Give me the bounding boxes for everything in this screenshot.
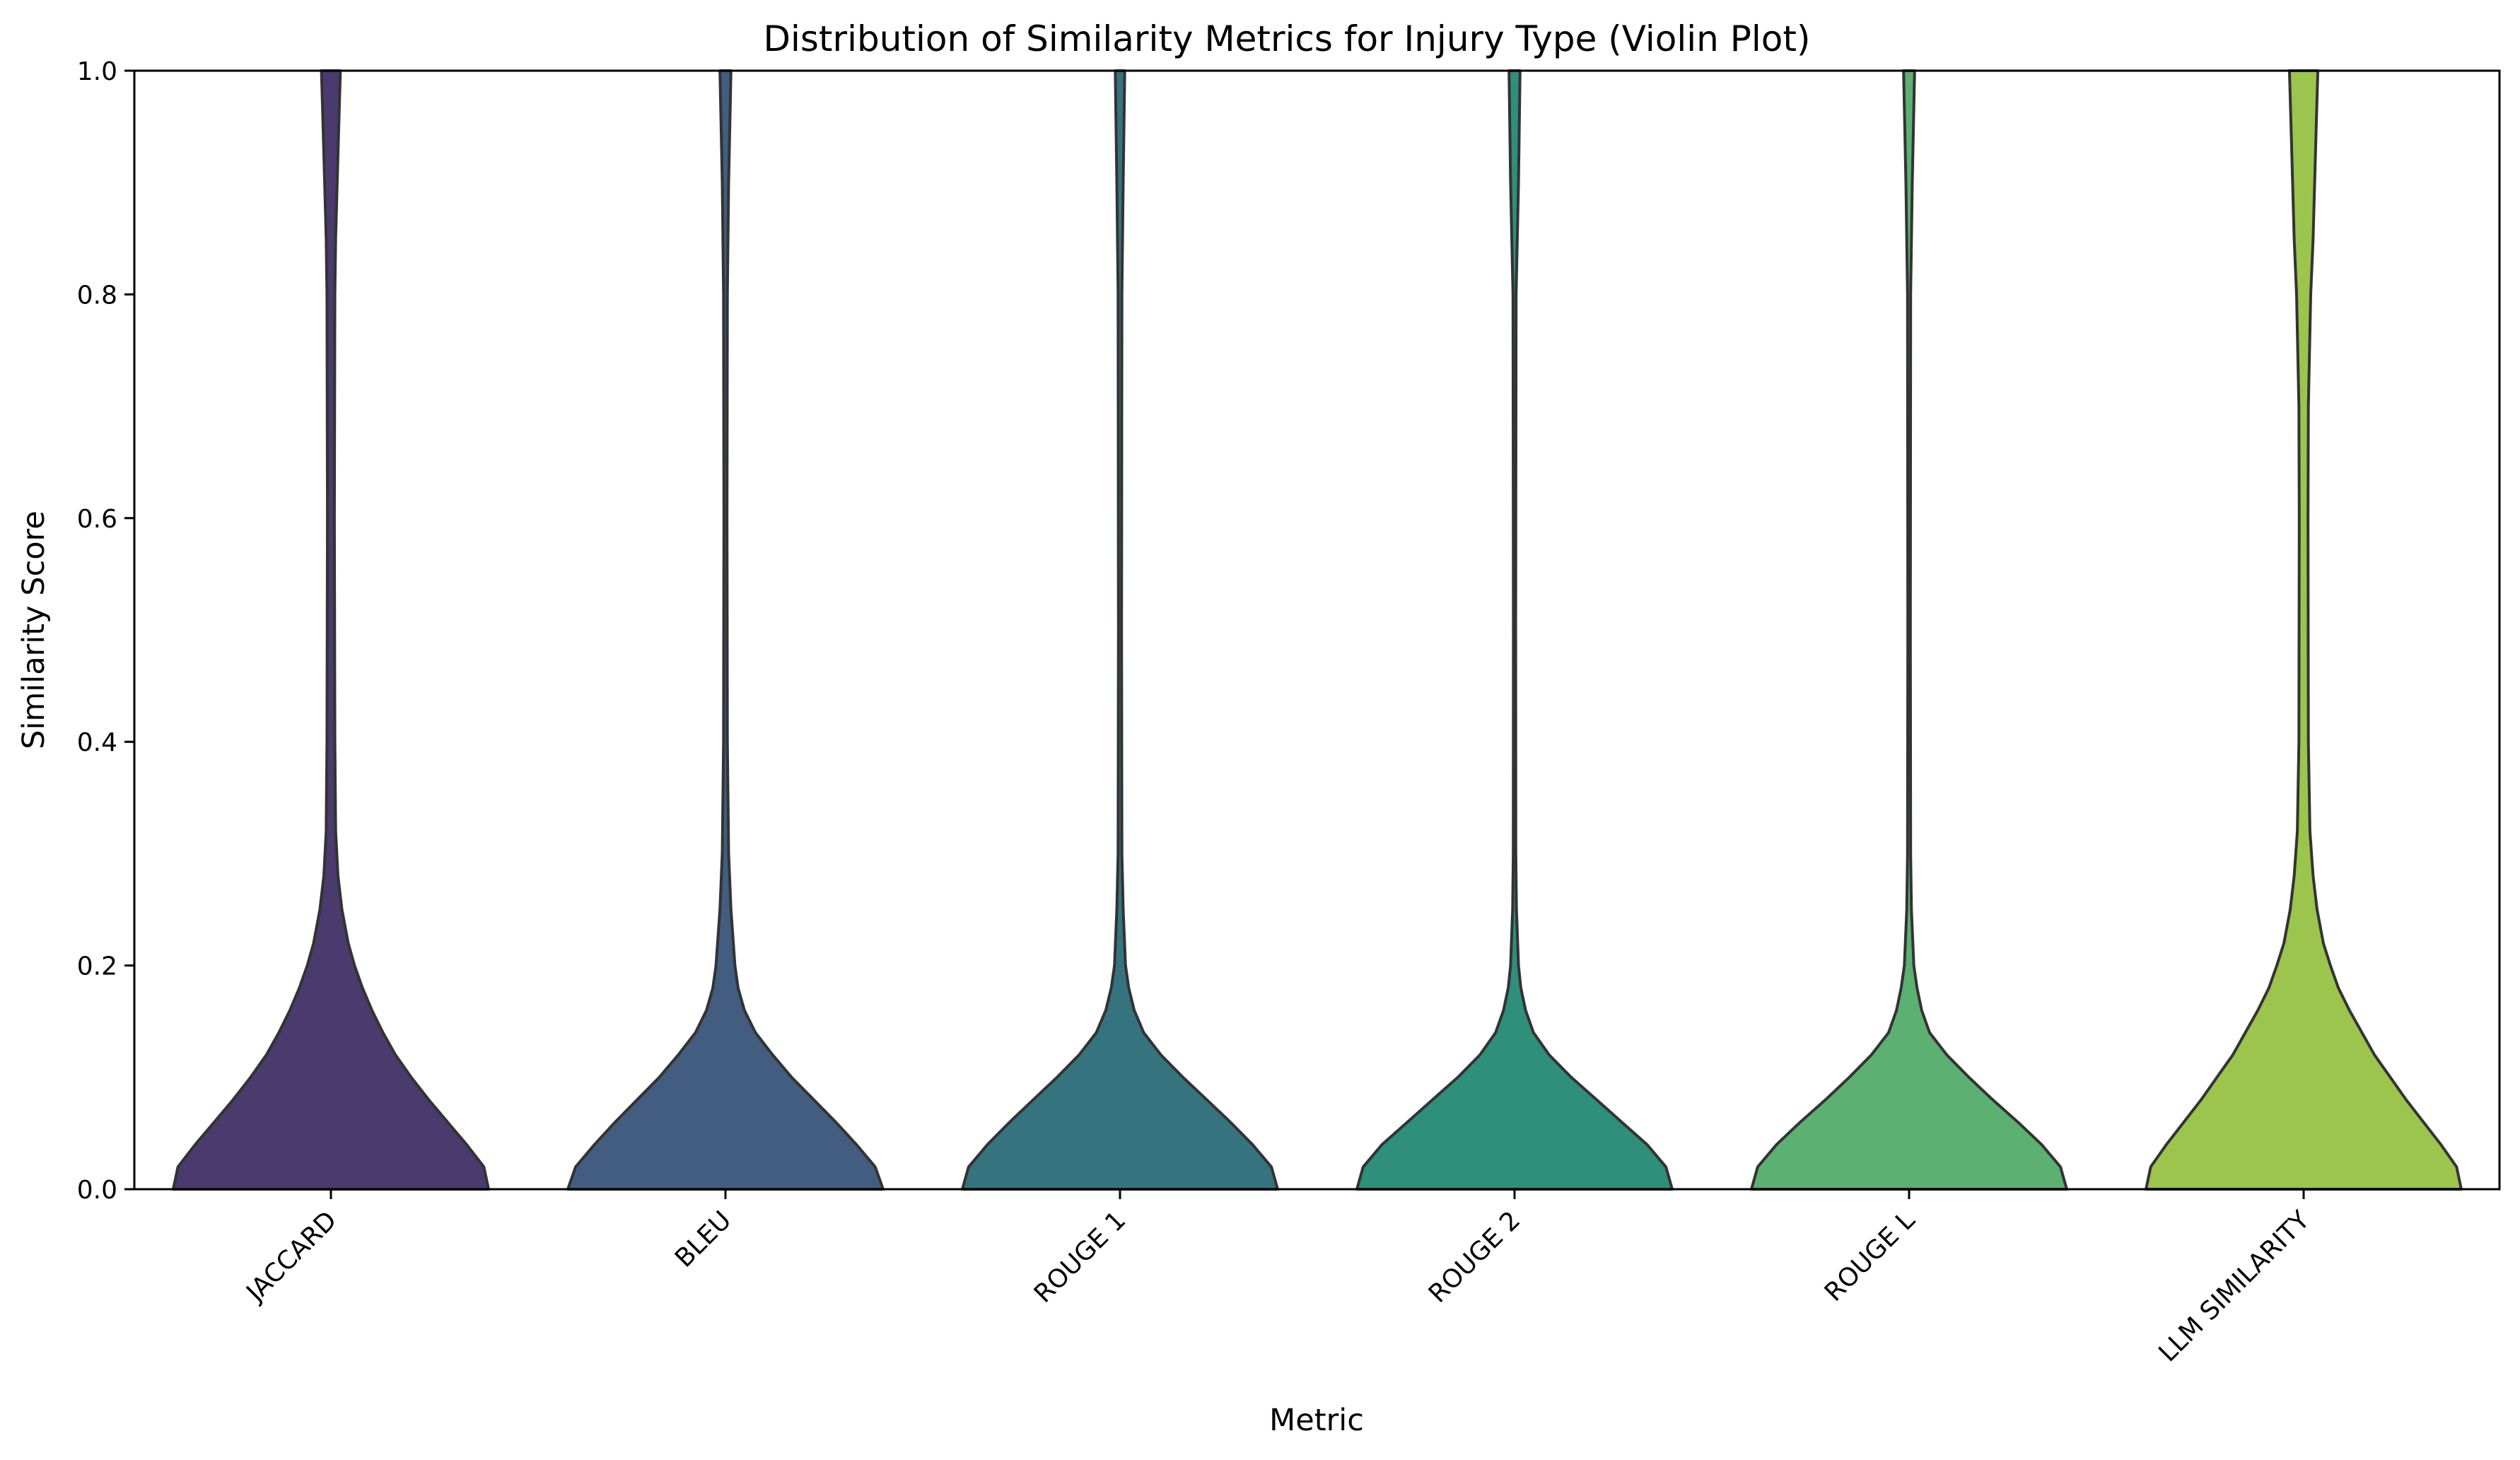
x-tick-label: LLM SIMILARITY <box>2153 1205 2316 1368</box>
x-tick-label: ROUGE 2 <box>1423 1205 1526 1308</box>
violin-jaccard <box>172 69 490 1191</box>
x-ticks-group: JACCARD BLEU ROUGE 1 ROUGE 2 ROUGE L LLM SIMI… <box>240 1189 2316 1367</box>
x-tick-label: ROUGE 1 <box>1029 1205 1131 1308</box>
violins-group <box>172 69 2463 1191</box>
chart-title: Distribution of Similarity Metrics for I… <box>763 18 1810 59</box>
y-tick-label: 0.0 <box>77 1176 117 1205</box>
violin-bleu <box>566 69 885 1191</box>
y-tick-label: 0.2 <box>77 952 117 981</box>
y-tick-label: 0.4 <box>77 728 117 757</box>
violin-rouge-l <box>1750 69 2068 1191</box>
y-ticks-group: 0.0 0.2 0.4 0.6 0.8 1.0 <box>77 57 134 1205</box>
violin-rouge-2 <box>1355 69 1674 1191</box>
violin-llm-similarity <box>2145 69 2463 1191</box>
y-axis-label: Similarity Score <box>16 510 52 749</box>
x-axis-label: Metric <box>1269 1403 1364 1438</box>
x-tick-label: ROUGE L <box>1819 1205 1920 1307</box>
x-tick-label: JACCARD <box>240 1205 343 1308</box>
y-tick-label: 0.6 <box>77 505 117 534</box>
y-tick-label: 0.8 <box>77 281 117 310</box>
x-tick-label: BLEU <box>670 1205 737 1273</box>
y-tick-label: 1.0 <box>77 57 117 86</box>
violin-rouge-1 <box>961 69 1279 1191</box>
plot-frame <box>133 69 2501 1191</box>
